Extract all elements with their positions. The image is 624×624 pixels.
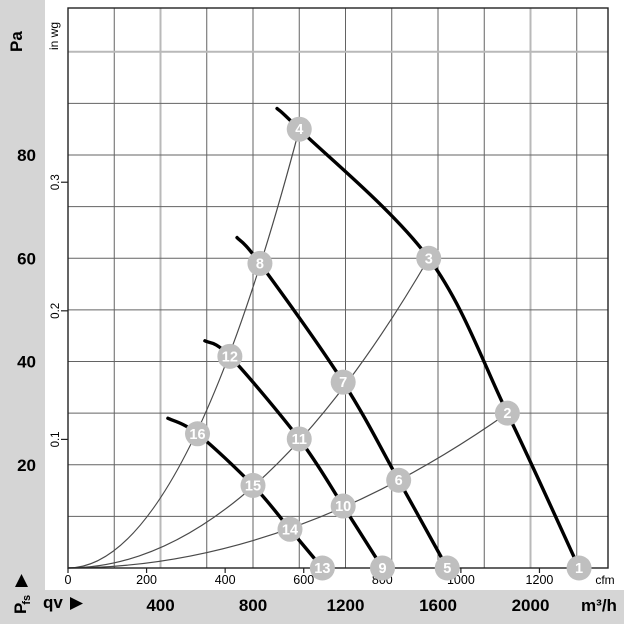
y-axis-title-pa: Pa	[7, 31, 27, 52]
operating-point-3	[416, 245, 442, 271]
operating-point-label-14: 14	[282, 522, 298, 538]
operating-point-label-4: 4	[295, 122, 303, 138]
cfm-tick-label: 1200	[526, 573, 554, 587]
m3h-tick-label: 800	[239, 596, 267, 615]
right-arrow-icon	[69, 596, 83, 610]
operating-point-10	[330, 493, 356, 519]
operating-point-15	[240, 472, 266, 498]
cfm-tick-label: 600	[293, 573, 314, 587]
operating-point-14	[277, 516, 303, 542]
pa-tick-label: 60	[17, 249, 36, 268]
up-arrow-icon	[14, 573, 28, 587]
operating-point-label-10: 10	[335, 499, 351, 515]
operating-point-label-1: 1	[575, 561, 583, 577]
operating-point-9	[370, 555, 395, 581]
qv-text: qv	[43, 593, 63, 612]
pa-tick-label: 20	[17, 456, 36, 475]
operating-point-label-2: 2	[503, 406, 511, 422]
pa-tick-label: 80	[17, 146, 36, 165]
m3h-tick-label: 400	[146, 596, 174, 615]
operating-point-12	[217, 343, 243, 369]
m3h-unit-label: m³/h	[581, 596, 617, 615]
operating-point-label-16: 16	[189, 427, 205, 443]
operating-point-11	[286, 426, 312, 452]
operating-point-5	[434, 555, 460, 581]
operating-point-label-9: 9	[378, 561, 386, 577]
operating-point-6	[386, 467, 412, 493]
y-axis-title-inwg: in wg	[47, 22, 61, 50]
m3h-tick-label: 1600	[419, 596, 457, 615]
operating-point-2	[494, 400, 520, 426]
pfs-subscript: fs	[21, 594, 33, 605]
operating-point-label-11: 11	[292, 432, 307, 448]
cfm-tick-label: 400	[215, 573, 236, 587]
m3h-tick-label: 1200	[327, 596, 365, 615]
operating-point-label-13: 13	[314, 561, 330, 577]
operating-point-16	[185, 421, 210, 447]
operating-point-1	[566, 555, 592, 581]
cfm-tick-label: 0	[65, 573, 72, 587]
operating-point-label-6: 6	[395, 473, 403, 489]
operating-point-label-5: 5	[443, 561, 451, 577]
operating-point-label-15: 15	[245, 478, 261, 494]
inwg-tick-label: 0.1	[50, 431, 62, 447]
inwg-tick-label: 0.3	[50, 174, 62, 190]
y-axis-title-pa-text: Pa	[7, 31, 26, 52]
operating-point-label-7: 7	[339, 375, 347, 391]
inwg-tick-label: 0.2	[50, 303, 62, 319]
operating-point-4	[286, 116, 312, 142]
operating-point-label-12: 12	[222, 349, 238, 365]
operating-point-13	[309, 555, 335, 581]
cfm-tick-label: 200	[136, 573, 157, 587]
plot-border	[67, 7, 609, 569]
cfm-unit-label: cfm	[595, 573, 614, 587]
operating-point-label-8: 8	[256, 256, 264, 272]
operating-point-label-3: 3	[425, 251, 433, 267]
operating-point-7	[330, 369, 356, 395]
m3h-tick-label: 2000	[512, 596, 550, 615]
system-resistance-line	[67, 129, 300, 569]
pa-tick-label: 40	[17, 353, 36, 372]
y-axis-title-inwg-text: in wg	[47, 21, 61, 50]
x-axis-flow-symbol-qv: qv	[43, 593, 84, 613]
operating-point-8	[247, 250, 273, 276]
